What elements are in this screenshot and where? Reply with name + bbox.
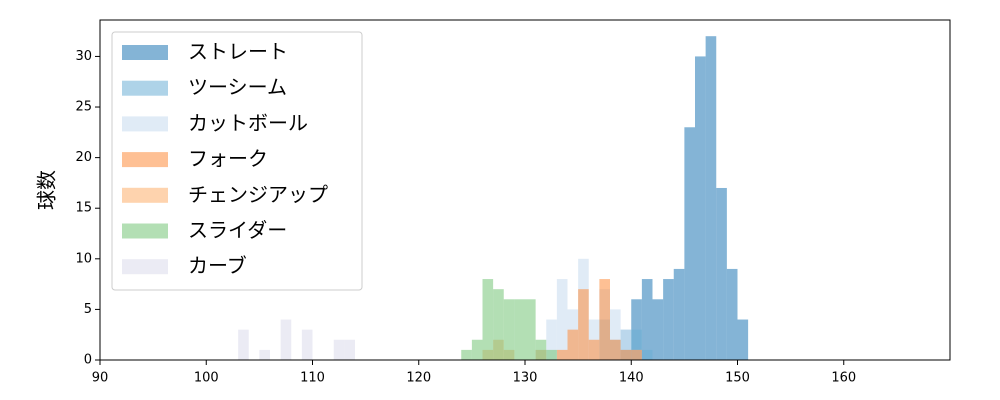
bar [610,339,621,360]
legend-swatch [122,259,168,275]
bar [567,329,579,360]
x-tick-label: 90 [92,371,109,386]
x-tick-label: 110 [300,371,325,386]
legend-label: フォーク [188,147,268,171]
bar [663,279,674,360]
bar [556,349,568,360]
y-tick-label: 0 [84,353,92,368]
bar [641,349,653,360]
legend-label: カットボール [188,111,308,135]
legend-swatch [122,223,168,239]
bar [482,279,494,360]
bar [684,127,695,360]
legend-label: カーブ [188,254,247,278]
x-tick-label: 130 [513,371,538,386]
legend-label: ストレート [188,40,288,64]
bar [238,329,249,360]
bar [556,279,568,360]
bar [610,309,621,360]
bar [578,289,589,360]
bar [588,339,600,360]
bar [461,349,472,360]
bar [344,339,355,360]
x-tick-label: 160 [831,371,856,386]
x-tick-label: 100 [194,371,219,386]
legend-label: ツーシーム [188,75,287,99]
x-tick-label: 140 [619,371,644,386]
legend-swatch [122,45,168,60]
bar [503,299,515,360]
x-tick-label: 120 [406,371,431,386]
legend-frame [111,31,363,291]
bar [525,299,536,360]
bar [705,36,717,360]
bar [631,349,642,360]
bar [673,268,685,360]
y-tick-label: 25 [75,100,92,115]
bar [301,329,313,360]
bar [695,56,706,361]
bar [652,299,664,360]
bar [599,279,610,360]
bar [535,339,547,360]
bar [620,349,632,360]
bar [333,339,345,360]
bar [471,339,483,360]
y-tick-label: 30 [75,49,92,64]
y-tick-label: 15 [75,201,92,216]
bar [546,319,557,360]
legend-swatch [122,80,168,96]
y-axis-label: 球数 [35,170,59,210]
legend-label: チェンジアップ [188,182,328,206]
bar [280,319,292,360]
y-tick-label: 20 [75,150,92,165]
bar [641,279,653,360]
bar [546,349,557,360]
legend-swatch [122,187,168,203]
bar [716,187,727,360]
y-tick-label: 5 [84,302,92,317]
bar [631,329,642,360]
y-tick-label: 10 [75,251,92,266]
bar [514,299,525,360]
bar [259,349,270,360]
bar [493,289,504,360]
bar [726,268,738,360]
bar [737,319,749,360]
legend-swatch [122,116,168,132]
legend-swatch [122,152,168,168]
bar [620,329,632,360]
x-tick-label: 150 [725,371,750,386]
legend-label: スライダー [188,218,287,242]
